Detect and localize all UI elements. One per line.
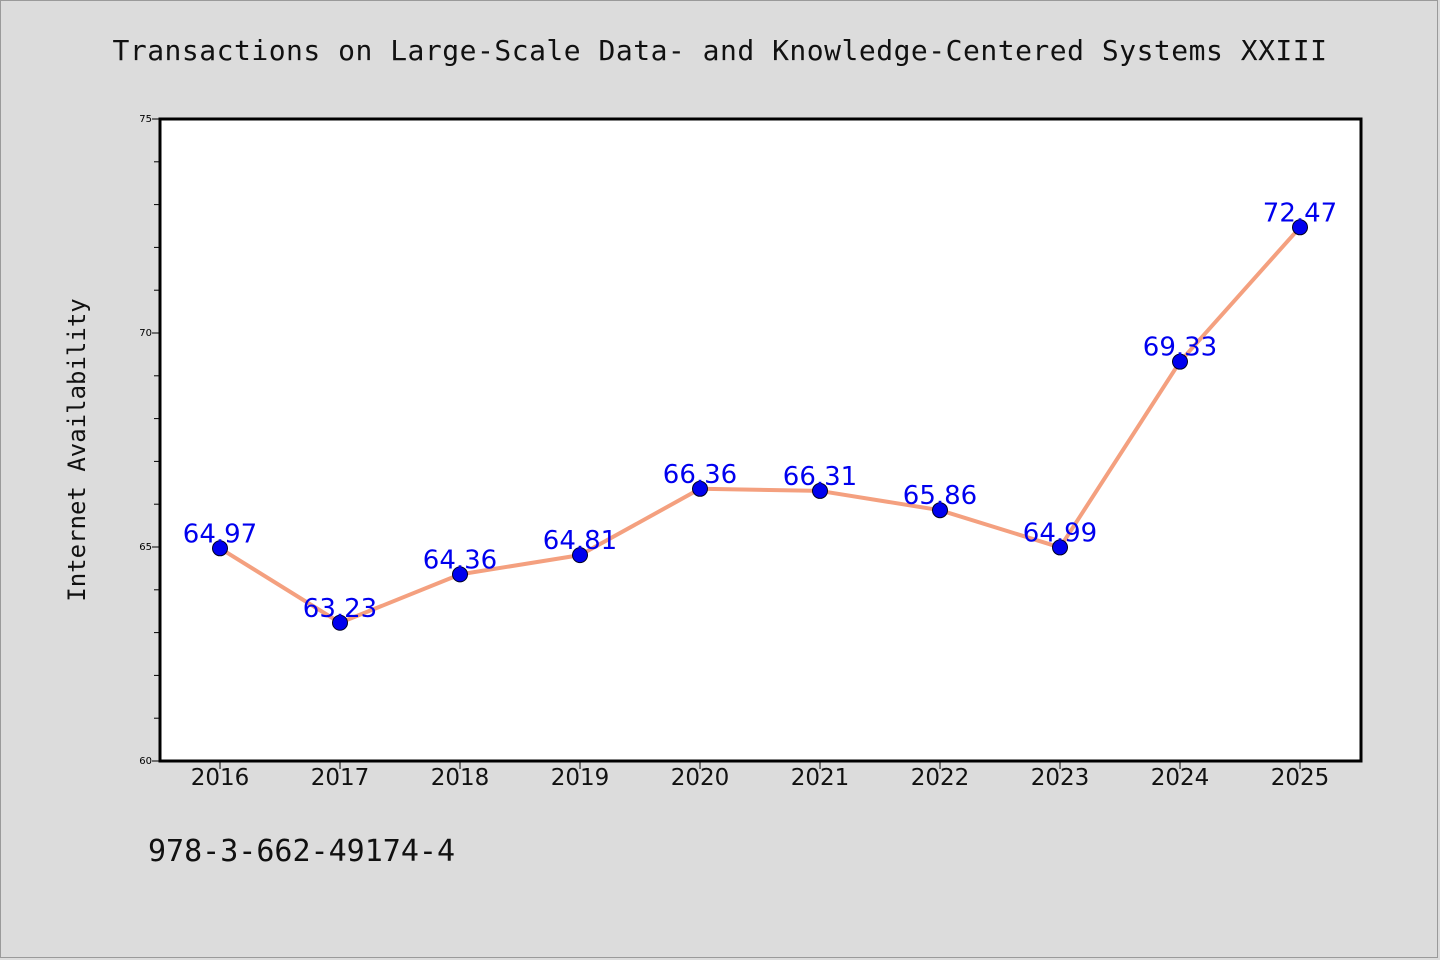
data-point <box>332 614 348 631</box>
y-tick-label: 75 <box>139 114 152 125</box>
data-point <box>692 480 708 497</box>
data-label: 69.33 <box>1143 333 1217 363</box>
x-tick-label: 2018 <box>431 765 490 791</box>
data-label: 64.99 <box>1023 518 1097 548</box>
data-point <box>1292 219 1308 236</box>
x-tick-label: 2019 <box>551 765 610 791</box>
data-point <box>452 566 468 583</box>
x-axis: 2016 2017 2018 2019 2020 2021 2022 2023 2024 2025 <box>191 761 1330 791</box>
x-tick-label: 2021 <box>791 765 850 791</box>
data-label: 64.81 <box>543 526 617 556</box>
isbn-text: 978-3-662-49174-4 <box>148 834 456 869</box>
data-label: 65.86 <box>903 481 977 511</box>
data-point <box>1172 353 1188 370</box>
y-tick-label: 65 <box>139 542 152 553</box>
data-label: 66.31 <box>783 462 857 492</box>
data-label: 72.47 <box>1263 198 1337 228</box>
data-labels: 64.97 63.23 64.36 64.81 66.36 66.31 65.86 64.99… <box>183 198 1337 623</box>
x-tick-label: 2022 <box>911 765 970 791</box>
y-tick-label: 70 <box>139 328 152 339</box>
data-points <box>212 219 1308 631</box>
data-point <box>572 547 588 564</box>
data-label: 63.23 <box>303 594 377 624</box>
x-tick-label: 2023 <box>1031 765 1090 791</box>
x-tick-label: 2020 <box>671 765 730 791</box>
data-label: 66.36 <box>663 460 737 490</box>
y-axis-label: Internet Availability <box>63 298 91 601</box>
y-tick-label: 60 <box>139 756 152 767</box>
x-tick-label: 2024 <box>1151 765 1210 791</box>
x-tick-label: 2025 <box>1271 765 1330 791</box>
data-point <box>1052 539 1068 556</box>
data-label: 64.36 <box>423 545 497 575</box>
data-label: 64.97 <box>183 519 257 549</box>
data-point <box>212 540 228 557</box>
data-point <box>932 502 948 519</box>
chart-title: Transactions on Large-Scale Data- and Kn… <box>112 34 1328 67</box>
series-line <box>218 225 1302 625</box>
y-axis: 60 65 70 75 <box>139 114 160 767</box>
x-tick-label: 2017 <box>311 765 370 791</box>
data-point <box>812 482 828 499</box>
plot-area <box>158 117 1363 763</box>
x-tick-label: 2016 <box>191 765 250 791</box>
